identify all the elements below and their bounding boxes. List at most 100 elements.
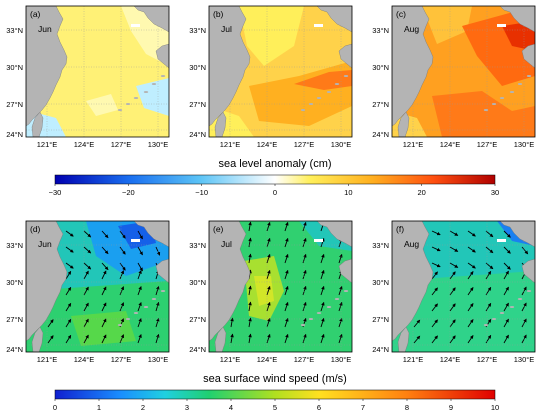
island: [314, 239, 323, 242]
lat-label: 33°N: [372, 241, 389, 250]
island: [517, 298, 523, 300]
wind-panel-jul: (e) Jul 33°N 30°N 27°N 24°N 121°E 124°E 127°E 130…: [189, 220, 353, 364]
island: [499, 97, 505, 99]
island: [308, 318, 314, 320]
wind-arrow: [485, 334, 492, 344]
colorbar-bar: [54, 389, 496, 400]
wind-arrow: [338, 333, 343, 344]
island: [343, 290, 349, 292]
wind-arrow: [248, 333, 252, 344]
colorbar-bar: [54, 174, 496, 185]
island: [125, 103, 131, 105]
wind-arrow: [467, 319, 474, 328]
panel-border: [208, 5, 353, 138]
island: [497, 24, 506, 27]
wind-arrow: [485, 270, 492, 280]
lon-label: 121°E: [220, 355, 241, 364]
island: [316, 97, 322, 99]
island: [160, 75, 166, 77]
wind-arrow: [320, 317, 325, 328]
wind-arrow: [338, 285, 343, 296]
sea-level-panel-jun: (a) Jun 33°N 30°N 27°N 24°N 121°E 124°E 127°E 130…: [6, 5, 170, 149]
wind-arrow: [248, 237, 252, 248]
lon-label: 130°E: [331, 355, 352, 364]
wind-arrow: [266, 269, 271, 280]
land-korea: [316, 221, 352, 248]
wind-arrow: [65, 302, 72, 312]
land-taiwan: [397, 326, 410, 352]
wind-arrow: [284, 221, 289, 232]
colorbar-title: sea level anomaly (cm): [218, 158, 331, 170]
wind-arrow: [302, 221, 307, 232]
colorbar-tick-label: 6: [317, 403, 321, 412]
colorbar-tick-label: 9: [449, 403, 453, 412]
wind-arrow: [119, 230, 126, 239]
wind-arrow: [83, 334, 89, 344]
wind-arrow: [83, 318, 89, 328]
wind-arrow: [302, 269, 307, 280]
wind-arrow: [485, 286, 492, 296]
wind-arrow: [248, 253, 252, 264]
wind-panel-jun: (d) Jun 33°N 30°N 27°N 24°N 121°E 124°E 127°E 130…: [6, 220, 170, 364]
island: [117, 324, 123, 326]
colorbar-tick-label: 4: [229, 403, 233, 412]
island: [151, 83, 157, 85]
wind-arrow: [101, 270, 107, 280]
lon-label: 124°E: [74, 140, 95, 149]
land-taiwan: [214, 111, 227, 137]
island: [300, 109, 306, 111]
wind-arrow: [431, 246, 441, 252]
wind-arrow: [266, 237, 271, 248]
lon-label: 121°E: [403, 140, 424, 149]
wind-arrow: [302, 301, 307, 312]
panel-month: Jun: [38, 239, 52, 249]
lon-label: 130°E: [514, 355, 535, 364]
wind-arrow: [266, 317, 271, 328]
wind-arrow: [338, 317, 343, 328]
lat-label: 24°N: [6, 345, 23, 354]
island: [517, 83, 523, 85]
lat-label: 30°N: [6, 63, 23, 72]
wind-arrow: [119, 286, 125, 296]
wind-arrow: [503, 286, 509, 296]
wind-arrow: [119, 302, 125, 312]
wind-arrow: [320, 237, 325, 248]
lon-label: 121°E: [37, 140, 58, 149]
wind-arrow: [467, 230, 476, 237]
panel-letter: (f): [396, 224, 404, 234]
lat-label: 24°N: [189, 130, 206, 139]
island: [509, 306, 515, 308]
wind-arrow: [83, 262, 92, 270]
wind-speed-panels: (d) Jun 33°N 30°N 27°N 24°N 121°E 124°E 127°E 130…: [6, 220, 536, 364]
lat-label: 30°N: [372, 278, 389, 287]
wind-arrow: [302, 253, 307, 264]
wind-arrow: [248, 221, 252, 232]
wind-arrow: [266, 221, 271, 232]
land-kyushu: [155, 258, 169, 284]
panel-border: [391, 220, 536, 353]
wind-arrow: [230, 317, 234, 328]
wind-arrow: [521, 246, 529, 255]
land-kyushu: [338, 258, 352, 284]
island: [308, 103, 314, 105]
wind-arrow: [431, 335, 438, 344]
land-korea: [316, 6, 352, 33]
colorbar-tick-label: 30: [491, 188, 499, 197]
wind-arrow: [449, 319, 456, 328]
wind-arrow: [338, 301, 343, 312]
lat-label: 27°N: [372, 315, 389, 324]
island: [133, 97, 139, 99]
island: [316, 312, 322, 314]
lon-label: 124°E: [257, 355, 278, 364]
wind-arrow: [449, 287, 456, 296]
colorbar-tick-label: 7: [361, 403, 365, 412]
panel-letter: (c): [396, 9, 406, 19]
colorbar-tick-label: 0: [53, 403, 57, 412]
sea-level-panel-aug: (c) Aug 33°N 30°N 27°N 24°N 121°E 124°E 127°E 130…: [372, 5, 536, 149]
land-korea: [133, 6, 169, 33]
island: [343, 75, 349, 77]
land-mainland: [392, 6, 434, 127]
land-mainland: [209, 6, 251, 127]
panel-letter: (b): [213, 9, 224, 19]
